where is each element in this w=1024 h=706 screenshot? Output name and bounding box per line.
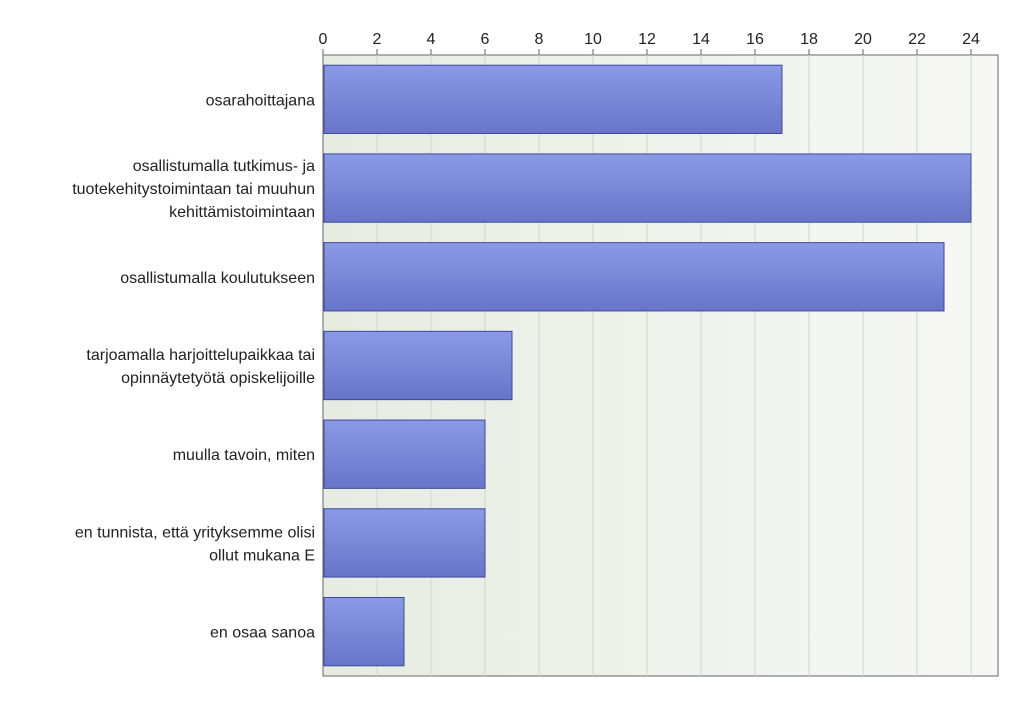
tick-label: 14 <box>692 31 710 48</box>
category-label-line: opinnäytetyötä opiskelijoille <box>121 370 315 387</box>
category-label-line: en tunnista, että yrityksemme olisi <box>75 524 315 541</box>
tick-label: 20 <box>854 31 872 48</box>
category-label: osallistumalla koulutukseen <box>120 270 315 287</box>
bars <box>323 64 972 667</box>
bar <box>323 596 405 667</box>
category-label-line: tuotekehitystoimintaan tai muuhun <box>72 181 315 198</box>
category-label-line: ollut mukana E <box>209 547 315 564</box>
bar <box>323 330 513 401</box>
tick-label: 6 <box>481 31 490 48</box>
tick-label: 2 <box>373 31 382 48</box>
category-label: en tunnista, että yrityksemme olisi ollut… <box>75 524 315 564</box>
x-axis-ticks: 0 2 4 6 8 10 12 14 16 18 20 22 24 <box>319 31 980 55</box>
category-label: tarjoamalla harjoittelupaikkaa tai opinnä… <box>86 347 315 387</box>
tick-label: 16 <box>746 31 764 48</box>
bar <box>323 508 486 578</box>
category-label-line: tarjoamalla harjoittelupaikkaa tai <box>86 347 315 364</box>
bar <box>323 64 783 135</box>
tick-label: 0 <box>319 31 328 48</box>
tick-label: 4 <box>427 31 436 48</box>
category-label: osallistumalla tutkimus- ja tuotekehityst… <box>72 158 315 221</box>
category-label: osarahoittajana <box>206 92 316 109</box>
tick-label: 12 <box>638 31 656 48</box>
tick-label: 24 <box>962 31 980 48</box>
tick-label: 18 <box>800 31 818 48</box>
category-label-line: kehittämistoimintaan <box>169 204 315 221</box>
bar <box>323 242 945 312</box>
category-label-line: muulla tavoin, miten <box>173 447 315 464</box>
category-label: en osaa sanoa <box>210 625 315 642</box>
category-label-line: osallistumalla koulutukseen <box>120 270 315 287</box>
bar <box>323 419 486 489</box>
category-label: muulla tavoin, miten <box>173 447 315 464</box>
bar <box>323 153 972 223</box>
tick-label: 10 <box>584 31 602 48</box>
category-label-line: osallistumalla tutkimus- ja <box>133 158 315 175</box>
tick-label: 8 <box>535 31 544 48</box>
category-label-line: osarahoittajana <box>206 92 316 109</box>
category-label-line: en osaa sanoa <box>210 625 315 642</box>
tick-label: 22 <box>908 31 926 48</box>
category-labels: osarahoittajana osallistumalla tutkimus- … <box>72 92 315 641</box>
